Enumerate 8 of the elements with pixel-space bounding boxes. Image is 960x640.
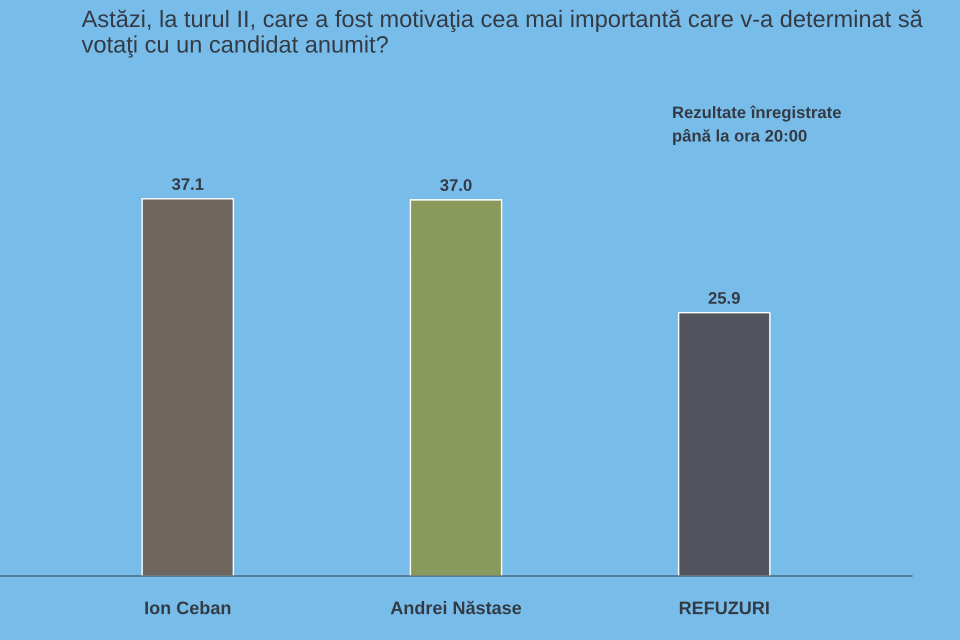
x-tick-label: REFUZURI (680, 602, 769, 614)
data-label: 37.1 (172, 178, 204, 190)
x-tick-label: Andrei Năstase (390, 600, 522, 614)
data-label: 37.0 (440, 179, 472, 192)
x-tick-label: Ion Ceban (145, 601, 230, 614)
data-label: 25.9 (708, 292, 740, 304)
text: Rezultate înregistrate până la ora 20:00 (673, 106, 841, 145)
chart-title: Astăzi, la turul II, care a fost motivaţia cea mai importantă care v-a determinat să votaţi cu un candidat anumit? (82, 10, 923, 58)
